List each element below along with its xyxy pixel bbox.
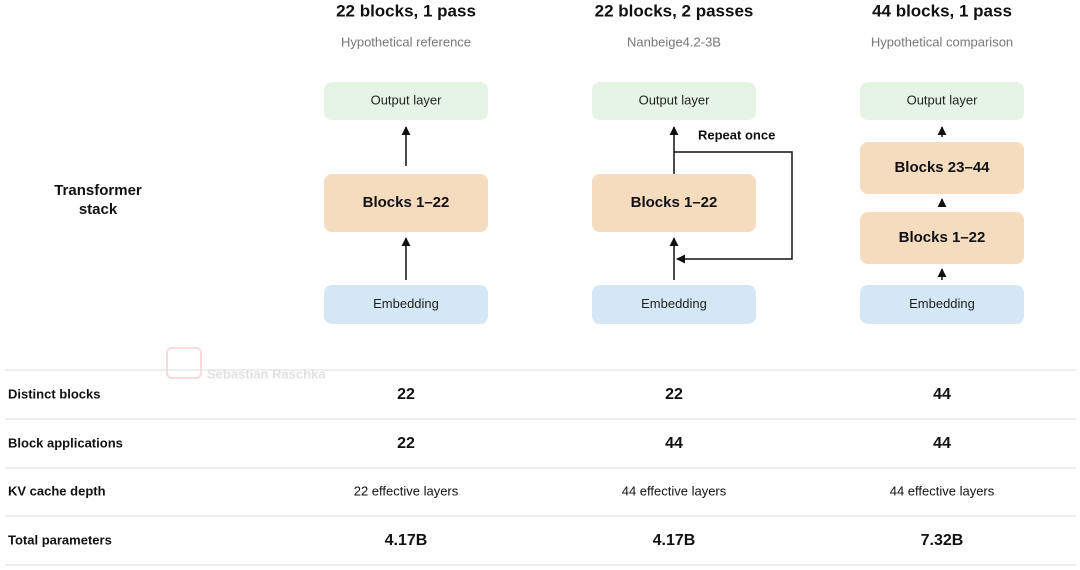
arrows [401,126,947,280]
loop-arrow [674,151,793,264]
row-header-line: stack [79,201,118,218]
cell-value: 44 effective layers [890,483,995,498]
watermark: Sebastian Raschka [166,347,326,381]
cell-value: 22 [397,435,415,452]
blocks-box [860,212,1024,264]
column-subtitle: Nanbeige4.2-3B [627,34,721,49]
cell-value: 7.32B [921,532,964,549]
cell-value: 22 effective layers [354,483,459,498]
row-label: Total parameters [8,532,112,547]
row-label: Block applications [8,435,123,450]
output-box [592,82,756,120]
output-box [324,82,488,120]
cell-value: 44 [933,435,951,452]
blocks-box [860,142,1024,194]
output-label: Output layer [639,92,710,107]
column-title: 22 blocks, 2 passes [595,1,754,20]
row-header: Transformer stack [54,182,142,218]
column-title: 22 blocks, 1 pass [336,1,476,20]
table-lines [5,369,1076,566]
column-subtitle: Hypothetical reference [341,34,471,49]
embedding-label: Embedding [373,296,439,311]
row-label: Distinct blocks [8,386,100,401]
annotation: Repeat once [698,127,775,142]
row-header-line: Transformer [54,182,142,199]
blocks-label: Blocks 23–44 [894,159,990,176]
embedding-box [860,285,1024,324]
column-subtitle: Hypothetical comparison [871,34,1013,49]
cell-value: 44 effective layers [622,483,727,498]
column-title: 44 blocks, 1 pass [872,1,1012,20]
cell-value: 22 [397,386,415,403]
embedding-label: Embedding [641,296,707,311]
embedding-box [592,285,756,324]
embedding-label: Embedding [909,296,975,311]
cell-value: 4.17B [653,532,696,549]
row-label: KV cache depth [8,483,106,498]
output-label: Output layer [371,92,442,107]
watermark-text: Sebastian Raschka [207,366,326,381]
blocks-box [592,174,756,232]
cell-value: 44 [933,386,951,403]
cell-value: 22 [665,386,683,403]
embedding-box [324,285,488,324]
cell-value: 44 [665,435,683,452]
blocks-label: Blocks 1–22 [899,229,986,246]
output-label: Output layer [907,92,978,107]
blocks-label: Blocks 1–22 [631,194,718,211]
cell-value: 4.17B [385,532,428,549]
blocks-box [324,174,488,232]
watermark-icon [166,347,202,379]
blocks-label: Blocks 1–22 [363,194,450,211]
output-box [860,82,1024,120]
